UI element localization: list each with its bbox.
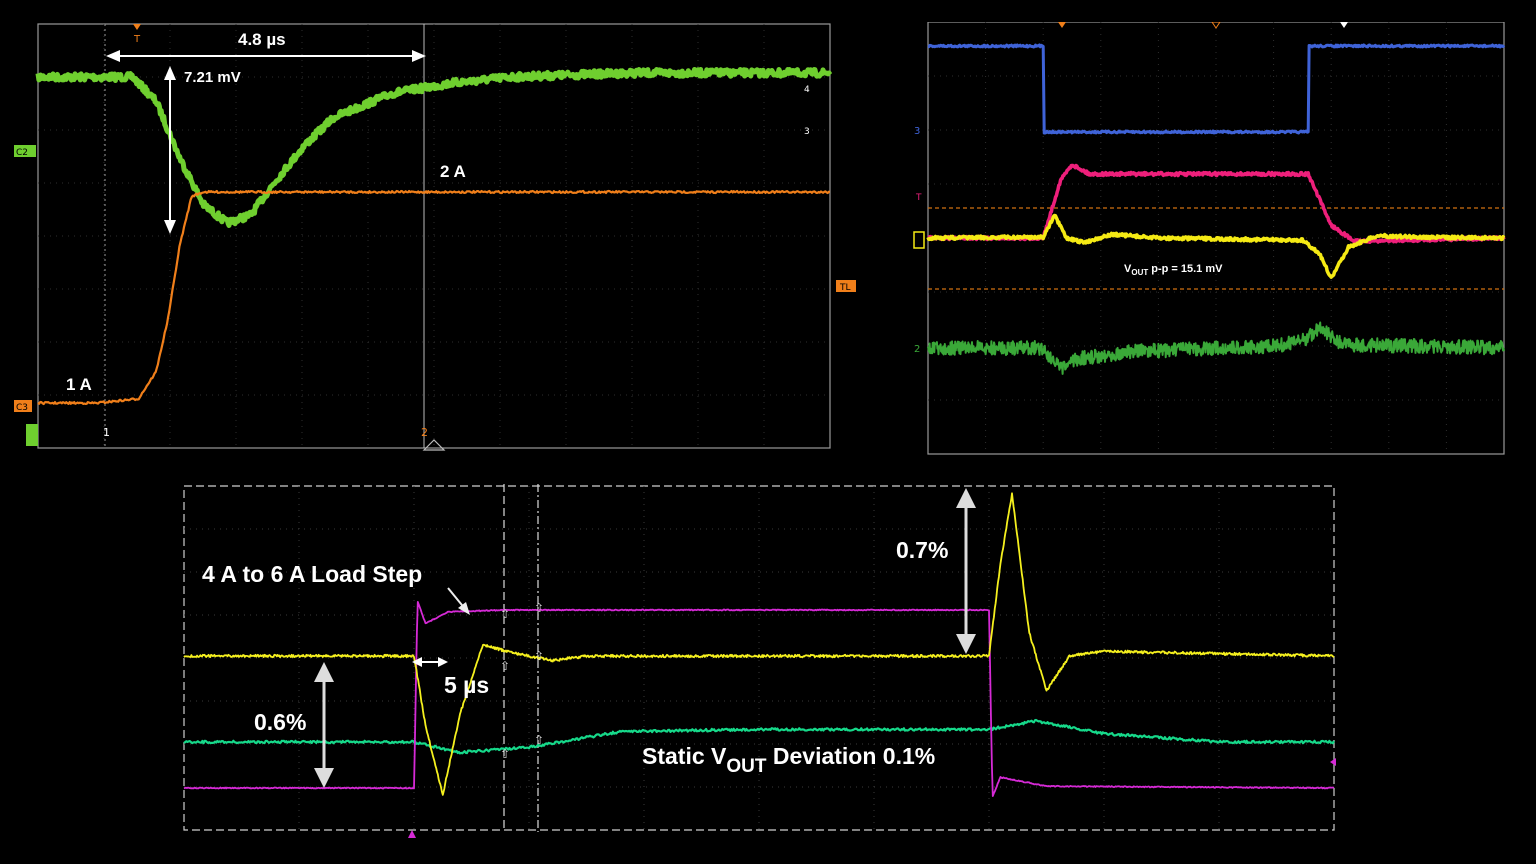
series-vout-line [183,492,1335,796]
series-ch2-line [927,321,1505,375]
recovery-arrow-right-head [438,657,448,667]
plot-frame [183,485,1335,831]
cursor-crosshair-icon: ⇧ [500,607,510,621]
vout-pp-sub: OUT [1131,268,1148,277]
trigger-level-marker: TL [839,283,851,293]
ch-vout-marker: C2 [16,148,28,158]
annotations: VOUT p-p = 15.1 mV [1124,263,1223,277]
ch-current-marker: C3 [16,403,28,413]
series-c2-line [183,718,1335,755]
cursor-crosshair-icon: ⇧ [534,649,544,663]
plot-grid [183,485,1335,831]
deviation-arrow-top-head [164,66,176,80]
ch3-marker: 3 [914,126,920,137]
high-current-label: 2 A [440,162,466,181]
static-suffix: Deviation 0.1% [766,743,935,769]
load-step-label: 4 A to 6 A Load Step [202,561,422,587]
static-prefix: Static V [642,743,727,769]
trigger-level-marker-bg [836,280,856,292]
recovery-arrow-left-head [412,657,422,667]
load-transient-plot-3: ⇧ ⇧ ⇧ ⇧ ⇧ ⇧ 4 A to 6 A Load Step 5 µs 0.6% 0.… [183,484,1336,838]
deviation-arrow-bottom-head [164,220,176,234]
annotations: 4.8 µs 7.21 mV 2 A 1 A [66,30,466,394]
ch-ground-marker [26,424,38,446]
ch-current-marker-bg [14,400,32,412]
trigger-arrow-icon [133,24,141,30]
undershoot-arrow-top-head [314,662,334,682]
overshoot-arrow-bottom-head [956,634,976,654]
ch2-marker: 2 [914,344,920,355]
cursor-crosshair-icon: ⇧ [500,659,510,673]
trigger-position-marker [408,830,416,838]
annotations: 4 A to 6 A Load Step 5 µs 0.6% 0.7% Stat… [202,488,976,788]
undershoot-label: 0.6% [254,709,306,735]
cursor1-marker: 1 [103,426,110,439]
top-marker-3 [1340,22,1348,28]
low-current-label: 1 A [66,375,92,394]
series-load-line [183,601,1335,797]
load-transient-plot-2: VOUT p-p = 15.1 mV 3 2 T [913,22,1506,455]
ref3-marker: 3 [804,127,810,137]
top-marker-1 [1058,22,1066,28]
cursor2-marker: 2 [421,426,428,439]
recovery-label: 5 µs [444,672,489,698]
top-marker-2 [1211,22,1221,29]
vout-pp-label: VOUT p-p = 15.1 mV [1124,263,1223,277]
delay-arrow-left-head [106,50,120,62]
overshoot-arrow-top-head [956,488,976,508]
delay-label: 4.8 µs [238,30,286,49]
overshoot-label: 0.7% [896,537,948,563]
vout-pp-value: p-p = 15.1 mV [1151,263,1223,275]
ch1-marker [913,231,925,249]
static-deviation-label: Static VOUT Deviation 0.1% [642,743,935,777]
deviation-label: 7.21 mV [184,69,241,86]
ref4-marker: 4 [804,85,810,95]
series-vout-line [35,67,833,228]
vout-pp-prefix: V [1124,263,1132,275]
trigger-level-marker [1330,758,1336,766]
cursor-crosshair-icon: ⇧ [534,601,544,615]
ch-vout-marker-bg [14,145,36,157]
series-ch4-line [926,163,1506,244]
series-ch1-line [926,213,1506,279]
static-sub: OUT [726,756,767,777]
delay-arrow-right-head [412,50,426,62]
series-current-line [37,189,831,406]
load-step-pointer-head [458,602,470,615]
undershoot-arrow-bottom-head [314,768,334,788]
load-transient-plot-1: 4.8 µs 7.21 mV 2 A 1 A T C2 C3 TL 4 3 1 … [14,23,856,451]
markers: T C2 C3 TL 4 3 1 2 [14,24,856,451]
markers: 3 2 T [913,22,1348,355]
cursor-crosshair-icon: ⇧ [534,733,544,747]
cursor-crosshair-icon: ⇧ [500,747,510,761]
horizontal-position-marker [422,439,446,451]
trigger-marker: T [915,193,922,203]
trigger-marker: T [133,34,141,45]
markers: C3 C2 C4 [408,758,1336,838]
series-ch3-line [927,43,1506,135]
